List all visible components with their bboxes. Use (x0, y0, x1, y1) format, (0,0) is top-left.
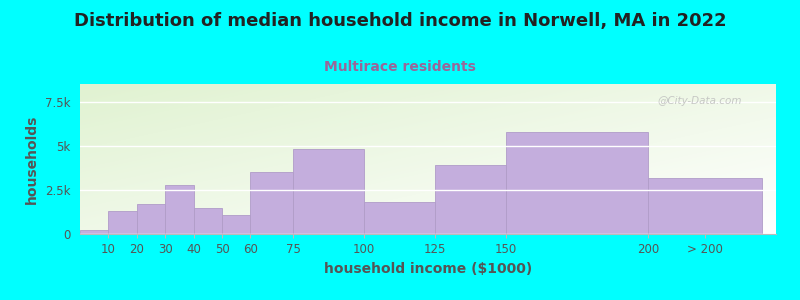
Bar (506, 132, 648, 234)
Bar (648, 178, 762, 234)
Text: Distribution of median household income in Norwell, MA in 2022: Distribution of median household income … (74, 12, 726, 30)
Bar (435, 165, 506, 234)
Bar (250, 172, 293, 234)
Text: @City-Data.com: @City-Data.com (658, 96, 742, 106)
Bar (222, 214, 250, 234)
Bar (364, 202, 435, 234)
Y-axis label: households: households (26, 114, 39, 204)
Text: Multirace residents: Multirace residents (324, 60, 476, 74)
Bar (166, 184, 194, 234)
Bar (293, 149, 364, 234)
Bar (109, 211, 137, 234)
Bar (194, 208, 222, 234)
Bar (80, 230, 109, 234)
X-axis label: household income ($1000): household income ($1000) (324, 262, 532, 276)
Bar (137, 204, 166, 234)
